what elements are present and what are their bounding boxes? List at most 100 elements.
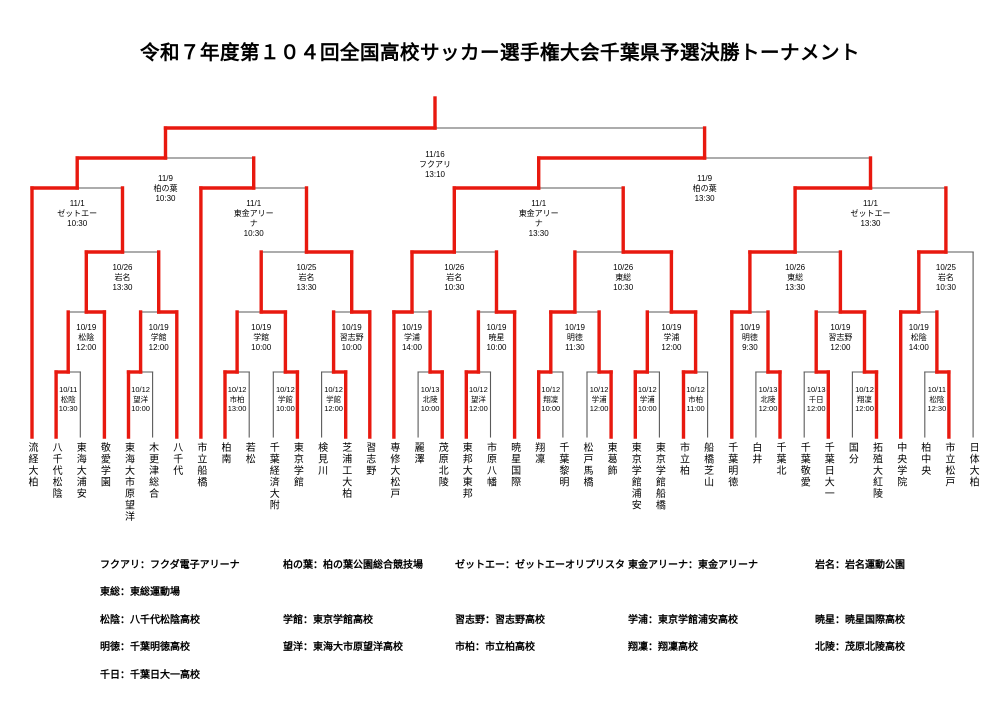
match-time: 9:30 — [742, 343, 758, 352]
match-label-M7: 10/12 望洋 12:00 — [448, 385, 508, 414]
match-venue: 学浦 — [663, 333, 680, 342]
match-label-M1: 10/11 松陰 10:30 — [38, 385, 98, 414]
match-venue: 習志野 — [828, 333, 853, 342]
match-venue: 東金アリーナ — [518, 209, 559, 228]
team-name: 麗澤 — [412, 442, 424, 465]
match-venue: 松陰 — [78, 333, 95, 342]
team-name: 木更津総合 — [146, 442, 158, 500]
match-label-M5: 10/12 学館 12:00 — [304, 385, 364, 414]
match-date: 10/12 — [227, 385, 247, 394]
match-label-M15: 10/11 松陰 12:30 — [907, 385, 967, 414]
match-venue: 学浦 — [639, 394, 655, 404]
match-date: 11/1 — [246, 199, 262, 208]
match-label-A10: 10/19 習志野 12:00 — [810, 323, 870, 353]
match-date: 10/19 — [148, 323, 169, 332]
match-date: 10/26 — [613, 263, 634, 272]
match-time: 13:30 — [860, 219, 881, 228]
match-label-B2: 10/25 岩名 13:30 — [277, 263, 337, 293]
match-venue: 習志野 — [339, 333, 364, 342]
match-date: 10/26 — [112, 263, 133, 272]
match-time: 10:30 — [155, 194, 176, 203]
match-venue: 望洋 — [470, 394, 486, 404]
match-date: 11/9 — [158, 174, 173, 183]
match-venue: ゼットエー — [57, 209, 98, 218]
legend-item: 東総：東総運動場 — [100, 587, 180, 598]
match-label-A5: 10/19 学浦 14:00 — [382, 323, 442, 353]
match-date: 11/1 — [69, 199, 85, 208]
team-name: 船橋芝山 — [701, 442, 713, 488]
match-label-M13: 10/13 千日 12:00 — [786, 385, 846, 414]
match-date: 10/12 — [541, 385, 561, 394]
team-name: 翔凜 — [532, 442, 544, 465]
match-label-A7: 10/19 明徳 11:30 — [545, 323, 605, 353]
match-date: 10/19 — [486, 323, 507, 332]
match-label-C4: 11/1 ゼットエー 13:30 — [841, 199, 901, 229]
match-label-A1: 10/19 松陰 12:00 — [56, 323, 116, 353]
team-name: 東京学館船橋 — [653, 442, 665, 511]
match-date: 10/12 — [276, 385, 295, 394]
match-time: 12:00 — [661, 343, 682, 352]
match-time: 10:00 — [341, 343, 362, 352]
match-time: 13:30 — [528, 229, 549, 238]
match-venue: 岩名 — [114, 273, 131, 282]
match-date: 10/19 — [76, 323, 97, 332]
legend-item: 習志野：習志野高校 — [455, 615, 545, 626]
team-name: 千葉明徳 — [725, 442, 737, 488]
team-name: 柏中央 — [918, 442, 930, 477]
match-time: 12:00 — [148, 343, 169, 352]
match-time: 13:30 — [694, 194, 715, 203]
match-venue: 学館 — [326, 394, 342, 404]
match-time: 14:00 — [401, 343, 423, 352]
team-name: 東京学館 — [291, 442, 303, 488]
match-time: 10:30 — [935, 283, 956, 292]
match-time: 12:00 — [830, 343, 851, 352]
match-date: 10/19 — [908, 323, 929, 332]
match-venue: 東総 — [787, 273, 804, 282]
team-name: 千葉敬愛 — [798, 442, 810, 488]
match-time: 13:30 — [785, 283, 806, 292]
match-date: 10/19 — [830, 323, 851, 332]
match-date: 11/1 — [863, 199, 878, 208]
match-venue: 松陰 — [929, 394, 945, 404]
match-label-M4: 10/12 学館 10:00 — [255, 385, 315, 414]
match-date: 10/19 — [341, 323, 362, 332]
match-time: 12:00 — [758, 404, 778, 413]
legend-item: 学館：東京学館高校 — [283, 615, 373, 626]
match-label-A8: 10/19 学浦 12:00 — [641, 323, 701, 353]
match-venue: 岩名 — [937, 273, 954, 282]
match-date: 10/19 — [661, 323, 682, 332]
match-date: 11/9 — [697, 174, 713, 183]
team-name: 中央学院 — [894, 442, 906, 488]
team-name: 千葉経済大附 — [267, 442, 279, 511]
legend-item: 翔凜：翔凜高校 — [628, 642, 698, 653]
team-name: 暁星国際 — [508, 442, 520, 488]
match-label-SF2: 11/9 柏の葉 13:30 — [675, 174, 735, 204]
match-venue: 翔凜 — [857, 394, 872, 404]
match-time: 13:30 — [296, 283, 317, 292]
match-label-F: 11/16 フクアリ 13:10 — [405, 150, 465, 180]
team-name: 八千代松陰 — [50, 442, 62, 500]
team-name: 東邦大東邦 — [460, 442, 472, 500]
match-time: 11:30 — [565, 343, 585, 352]
match-label-B4: 10/26 東総 10:30 — [593, 263, 653, 293]
match-label-M8: 10/12 翔凜 10:00 — [521, 385, 581, 414]
match-date: 10/12 — [686, 385, 705, 394]
match-date: 11/1 — [531, 199, 547, 208]
team-name: 市立松戸 — [942, 442, 954, 488]
match-date: 10/11 — [59, 385, 78, 394]
match-venue: 暁星 — [488, 333, 505, 342]
match-venue: 松陰 — [60, 394, 76, 404]
match-label-M11: 10/12 市柏 11:00 — [666, 385, 726, 414]
match-label-B6: 10/25 岩名 10:30 — [916, 263, 976, 293]
match-label-B3: 10/26 岩名 10:30 — [424, 263, 484, 293]
match-label-SF1: 11/9 柏の葉 10:30 — [136, 174, 196, 204]
match-time: 10:30 — [613, 283, 634, 292]
match-venue: 学館 — [277, 394, 293, 404]
match-date: 10/19 — [739, 323, 760, 332]
match-date: 10/25 — [935, 263, 956, 272]
legend-item: 暁星：暁星国際高校 — [815, 615, 905, 626]
legend-item: 千日：千葉日大一高校 — [100, 670, 200, 681]
match-date: 10/26 — [785, 263, 806, 272]
match-venue: 柏の葉 — [692, 184, 717, 193]
